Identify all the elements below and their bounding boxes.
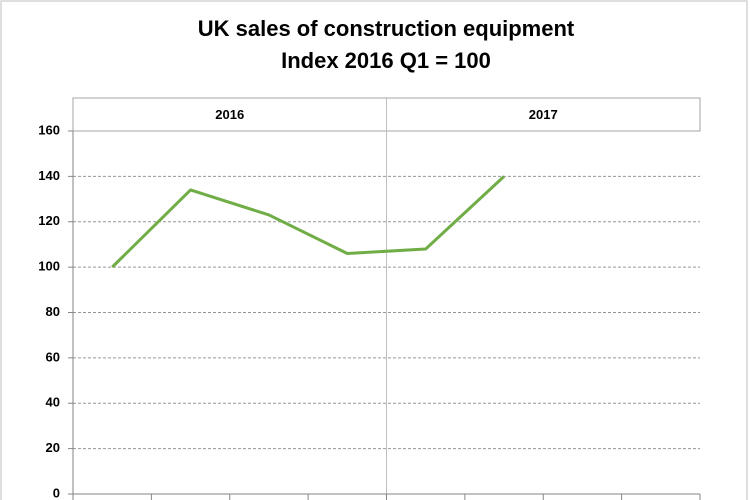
y-tick-label: 140: [38, 168, 60, 183]
y-tick-label: 20: [46, 440, 60, 455]
group-label: 2016: [215, 107, 244, 122]
y-tick-label: 120: [38, 213, 60, 228]
group-label: 2017: [529, 107, 558, 122]
y-tick-label: 40: [46, 395, 60, 410]
y-tick-label: 100: [38, 259, 60, 274]
data-line: [111, 175, 506, 269]
y-tick-label: 160: [38, 122, 60, 137]
y-tick-label: 60: [46, 349, 60, 364]
chart-subtitle: Index 2016 Q1 = 100: [281, 48, 491, 73]
y-tick-label: 0: [53, 485, 60, 500]
chart-title: UK sales of construction equipment: [198, 16, 575, 41]
y-tick-label: 80: [46, 304, 60, 319]
